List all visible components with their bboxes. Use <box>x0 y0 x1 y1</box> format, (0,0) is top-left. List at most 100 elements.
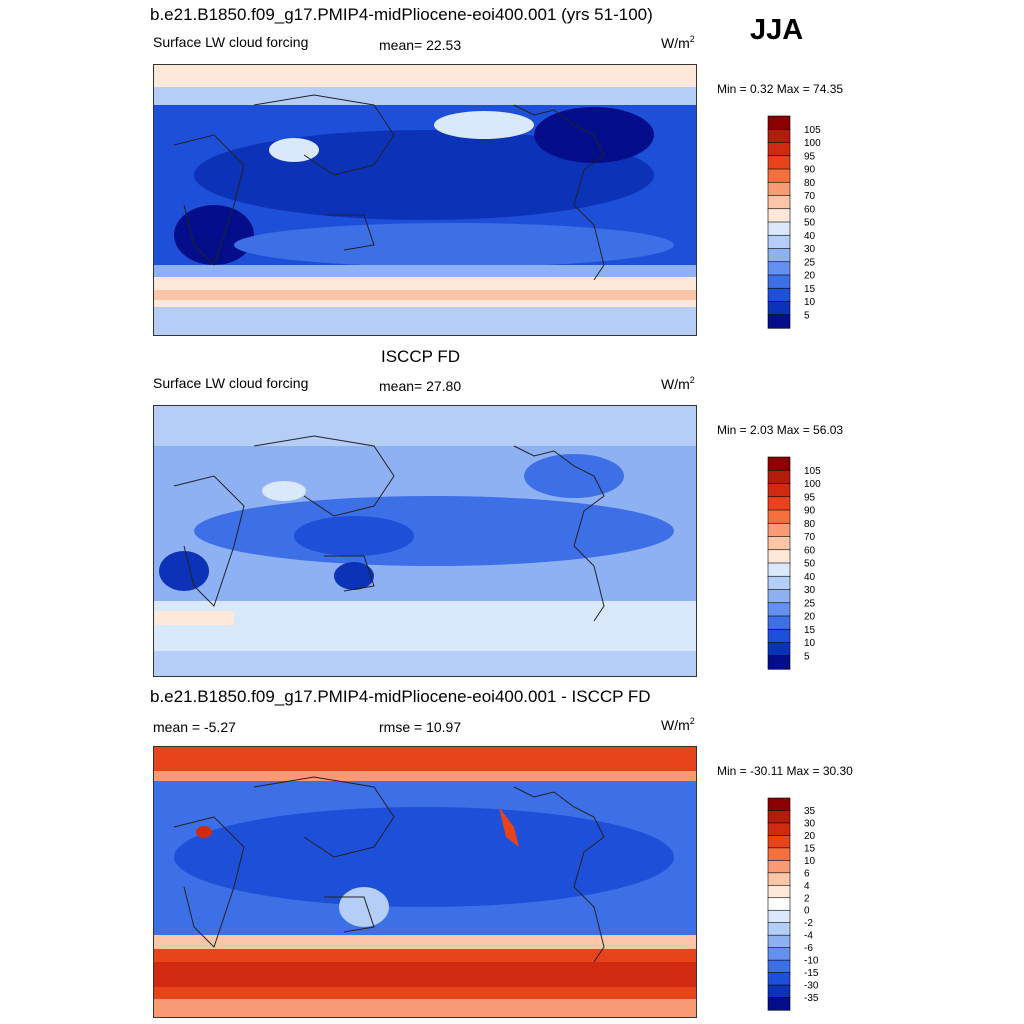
australia-coastline <box>324 214 375 251</box>
colorbar-tick-label: 100 <box>804 138 821 149</box>
colorbar-tick-label: 95 <box>804 492 816 503</box>
colorbar-tick-label: 50 <box>804 559 816 570</box>
colorbar-tick-label: 10 <box>804 297 816 308</box>
panel3-units: W/m2 <box>661 716 695 733</box>
colorbar-tick-label: 60 <box>804 545 816 556</box>
panel2-minmax: Min = 2.03 Max = 56.03 <box>717 423 844 437</box>
colorbar-swatch <box>767 860 791 874</box>
colorbar-swatch <box>767 522 791 538</box>
panel2-title: ISCCP FD <box>381 347 461 366</box>
colorbar-tick-label: 60 <box>804 204 816 215</box>
southern-ocean-band <box>154 601 696 651</box>
colorbar-swatch <box>767 168 791 183</box>
colorbar-swatch <box>767 628 791 644</box>
colorbar-tick-label: 95 <box>804 151 816 162</box>
colorbar-tick-label: -15 <box>804 968 819 979</box>
colorbar-tick-label: 5 <box>804 651 810 662</box>
africa-coastline <box>173 134 245 266</box>
colorbar-swatch <box>767 128 791 144</box>
panel1-title: b.e21.B1850.f09_g17.PMIP4-midPliocene-eo… <box>150 5 653 24</box>
panel3-colorbar: 35 30 20 15 10 6 4 2 0 -2 -4 -6 -10 -15 -30 -35 <box>767 797 828 1012</box>
colorbar-swatch <box>767 155 791 170</box>
colorbar-swatch <box>767 195 791 210</box>
colorbar-tick-label: 20 <box>804 271 816 282</box>
colorbar-swatch <box>767 909 791 924</box>
colorbar-swatch <box>767 642 791 657</box>
eurasia-coastline <box>253 94 395 176</box>
saudi-positive <box>196 826 212 838</box>
colorbar-swatch <box>767 301 791 316</box>
colorbar-swatch <box>767 615 791 630</box>
colorbar-swatch <box>767 261 791 276</box>
na-region <box>524 454 624 498</box>
colorbar-swatch <box>767 602 791 617</box>
panel3-mean-label: mean = -5.27 <box>153 719 236 735</box>
north-pacific-light <box>434 111 534 139</box>
panel1-units: W/m2 <box>661 34 695 51</box>
colorbar-tick-label: 25 <box>804 257 816 268</box>
australia-light <box>339 887 389 927</box>
africa-coastline <box>173 816 245 948</box>
colorbar-tick-label: 80 <box>804 519 816 530</box>
colorbar-tick-label: -2 <box>804 918 813 929</box>
colorbar-swatch <box>767 835 791 849</box>
colorbar-tick-label: 15 <box>804 625 816 636</box>
colorbar-swatch <box>767 483 791 498</box>
colorbar-swatch <box>767 181 791 197</box>
colorbar-tick-label: 80 <box>804 178 816 189</box>
colorbar-tick-label: 10 <box>804 638 816 649</box>
africa-coastline <box>173 475 245 607</box>
australia-dark-region <box>334 562 374 590</box>
panel1-minmax: Min = 0.32 Max = 74.35 <box>717 82 844 96</box>
arctic-transition <box>154 771 696 781</box>
panel2-mean-label: mean= 27.80 <box>379 378 462 394</box>
americas-coastline <box>513 445 605 622</box>
colorbar-tick-label: -6 <box>804 943 813 954</box>
colorbar-swatch <box>767 655 791 670</box>
california-positive <box>499 807 519 847</box>
southern-ocean-peach <box>154 611 234 625</box>
colorbar-swatch <box>767 997 791 1011</box>
colorbar-swatch <box>767 115 791 130</box>
panel2-colorbar: 105 100 95 90 80 70 60 50 40 30 25 20 15 10 5 <box>767 456 828 671</box>
colorbar-tick-label: 2 <box>804 893 810 904</box>
colorbar-swatch <box>767 469 791 485</box>
africa-dark-region <box>159 551 209 591</box>
colorbar-swatch <box>767 575 791 591</box>
americas-coastline <box>513 104 605 281</box>
panel3-title: b.e21.B1850.f09_g17.PMIP4-midPliocene-eo… <box>150 687 651 706</box>
tropical-negative <box>174 807 674 907</box>
colorbar-tick-label: 105 <box>804 466 821 477</box>
southern-tropics-band <box>234 223 674 267</box>
colorbar-swatch <box>767 208 791 223</box>
colorbar-tick-label: 30 <box>804 244 816 255</box>
season-label: JJA <box>750 14 804 46</box>
colorbar-swatch <box>767 884 791 899</box>
panel3-minmax: Min = -30.11 Max = 30.30 <box>717 764 853 778</box>
arctic-transition <box>154 87 696 105</box>
tibet-light <box>262 481 306 501</box>
colorbar-tick-label: 30 <box>804 585 816 596</box>
colorbar-tick-label: 35 <box>804 806 816 817</box>
colorbar-tick-label: -35 <box>804 993 819 1004</box>
colorbar-swatch <box>767 287 791 303</box>
colorbar-swatch <box>767 536 791 551</box>
panel1-variable-label: Surface LW cloud forcing <box>153 34 309 50</box>
colorbar-tick-label: 5 <box>804 310 810 321</box>
maritime-continent <box>294 516 414 556</box>
colorbar-tick-label: 15 <box>804 843 816 854</box>
colorbar-tick-label: 6 <box>804 868 810 879</box>
colorbar-tick-label: 30 <box>804 818 816 829</box>
colorbar-swatch <box>767 234 791 250</box>
colorbar-tick-label: 4 <box>804 881 810 892</box>
midlat-band <box>154 265 696 277</box>
colorbar-swatch <box>767 562 791 577</box>
southern-ocean-core <box>154 962 696 987</box>
arctic-band <box>154 65 696 87</box>
antarctic-band <box>154 999 696 1017</box>
colorbar-swatch <box>767 549 791 564</box>
colorbar-tick-label: 70 <box>804 532 816 543</box>
panel3-map <box>153 746 697 1018</box>
